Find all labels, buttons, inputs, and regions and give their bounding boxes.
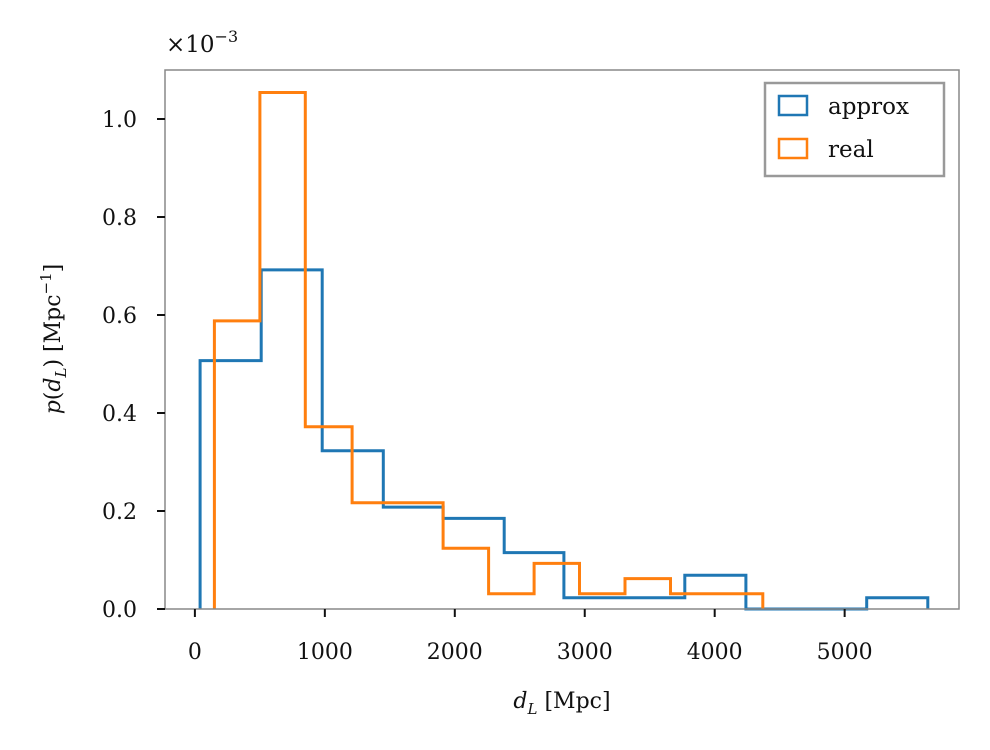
legend-label-real: real	[828, 137, 874, 163]
series-real-step-line	[212, 91, 765, 609]
x-axis-ticks: 0 1000 2000 3000 4000 5000	[188, 609, 873, 665]
y-tick-label: 1.0	[102, 108, 137, 133]
y-tick-label: 0.0	[102, 598, 137, 623]
y-axis-ticks: 0.0 0.2 0.4 0.6 0.8 1.0	[102, 108, 165, 623]
legend: approx real	[763, 81, 946, 178]
legend-frame	[763, 81, 946, 178]
y-tick-label: 0.4	[102, 402, 137, 427]
x-tick-label: 5000	[817, 640, 873, 665]
legend-swatch-approx	[777, 94, 809, 117]
x-tick-label: 3000	[557, 640, 613, 665]
y-tick-label: 0.6	[102, 304, 137, 329]
y-axis-label: p(dL) [Mpc−1]	[37, 264, 70, 415]
y-scale-factor: ×10−3	[166, 27, 238, 58]
x-tick-label: 1000	[297, 640, 353, 665]
y-tick-label: 0.2	[102, 500, 137, 525]
y-tick-label: 0.8	[102, 206, 137, 231]
plot-frame	[164, 69, 960, 610]
x-tick-label: 4000	[687, 640, 743, 665]
x-tick-label: 0	[188, 640, 202, 665]
x-axis-label: dL [Mpc]	[513, 689, 610, 718]
legend-label-approx: approx	[828, 94, 909, 120]
series-approx-step-line	[198, 268, 930, 611]
legend-swatch-real	[777, 137, 809, 160]
x-tick-label: 2000	[427, 640, 483, 665]
